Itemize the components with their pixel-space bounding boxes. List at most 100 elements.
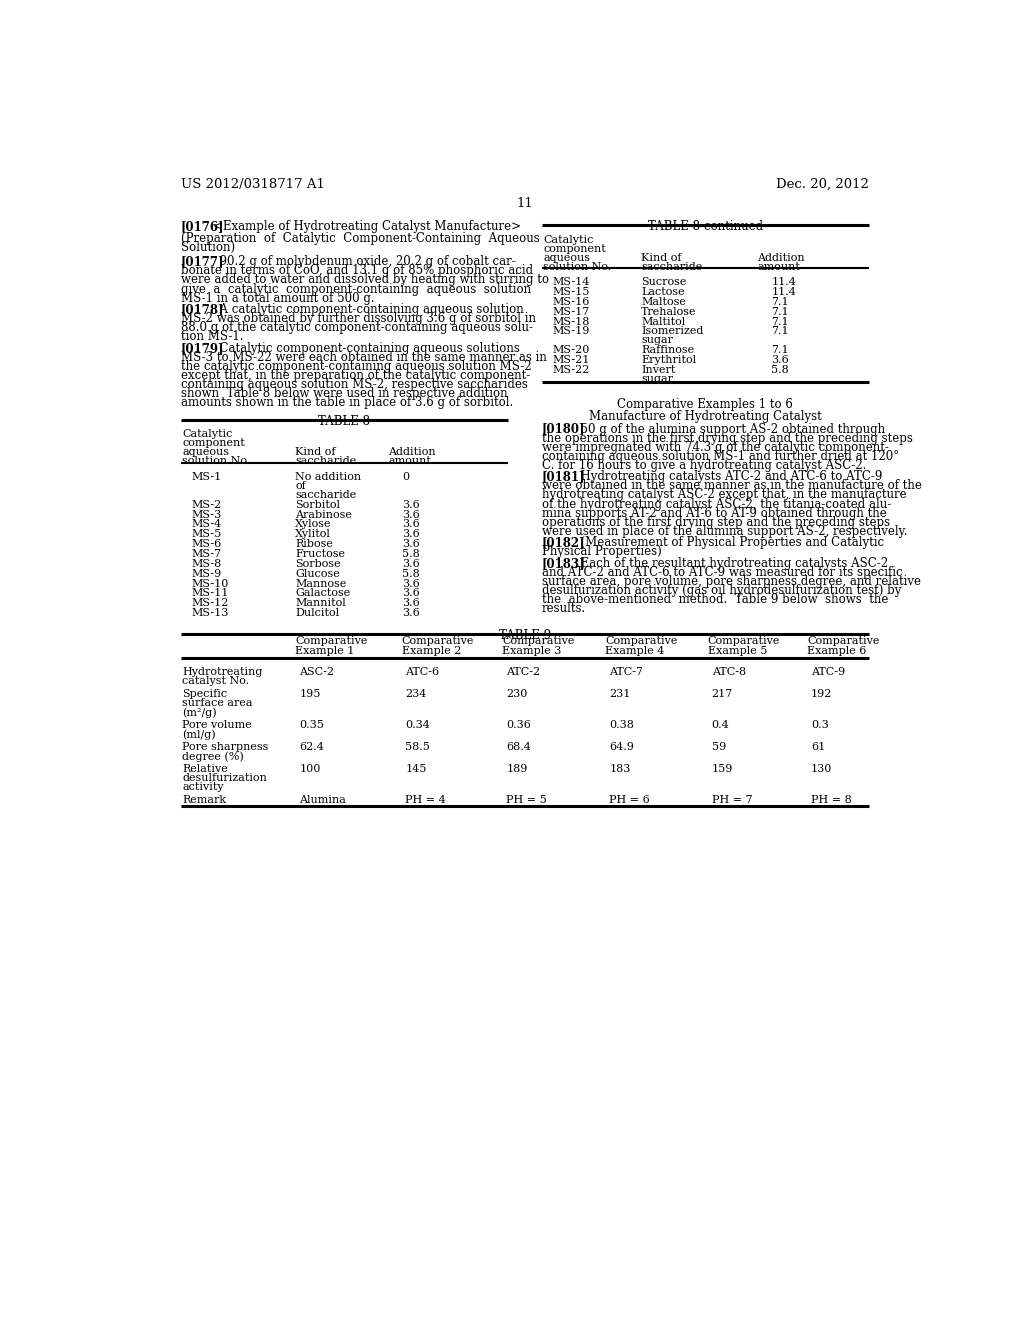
Text: MS-15: MS-15 bbox=[553, 286, 590, 297]
Text: amount: amount bbox=[758, 261, 800, 272]
Text: MS-8: MS-8 bbox=[191, 558, 222, 569]
Text: MS-17: MS-17 bbox=[553, 306, 590, 317]
Text: Trehalose: Trehalose bbox=[641, 306, 696, 317]
Text: US 2012/0318717 A1: US 2012/0318717 A1 bbox=[180, 178, 325, 190]
Text: MS-7: MS-7 bbox=[191, 549, 221, 558]
Text: 7.1: 7.1 bbox=[771, 346, 788, 355]
Text: tion MS-1.: tion MS-1. bbox=[180, 330, 244, 343]
Text: PH = 5: PH = 5 bbox=[506, 795, 547, 805]
Text: Remark: Remark bbox=[182, 795, 226, 805]
Text: <Example of Hydrotreating Catalyst Manufacture>: <Example of Hydrotreating Catalyst Manuf… bbox=[213, 220, 521, 234]
Text: MS-5: MS-5 bbox=[191, 529, 222, 540]
Text: desulfurization: desulfurization bbox=[182, 774, 267, 783]
Text: Fructose: Fructose bbox=[295, 549, 345, 558]
Text: ASC-2: ASC-2 bbox=[299, 667, 334, 677]
Text: 231: 231 bbox=[609, 689, 631, 698]
Text: Dec. 20, 2012: Dec. 20, 2012 bbox=[776, 178, 869, 190]
Text: 50 g of the alumina support AS-2 obtained through: 50 g of the alumina support AS-2 obtaine… bbox=[572, 422, 885, 436]
Text: 3.6: 3.6 bbox=[402, 529, 420, 540]
Text: Example 3: Example 3 bbox=[503, 645, 562, 656]
Text: Alumina: Alumina bbox=[299, 795, 346, 805]
Text: Xylose: Xylose bbox=[295, 519, 332, 529]
Text: C. for 16 hours to give a hydrotreating catalyst ASC-2.: C. for 16 hours to give a hydrotreating … bbox=[542, 459, 866, 471]
Text: 3.6: 3.6 bbox=[402, 598, 420, 609]
Text: Kind of: Kind of bbox=[295, 447, 336, 457]
Text: 0.38: 0.38 bbox=[609, 719, 634, 730]
Text: saccharide: saccharide bbox=[295, 457, 356, 466]
Text: Pore volume: Pore volume bbox=[182, 719, 252, 730]
Text: sugar: sugar bbox=[641, 374, 673, 384]
Text: MS-9: MS-9 bbox=[191, 569, 222, 578]
Text: 3.6: 3.6 bbox=[402, 539, 420, 549]
Text: of: of bbox=[295, 480, 306, 491]
Text: 3.6: 3.6 bbox=[402, 519, 420, 529]
Text: (m²/g): (m²/g) bbox=[182, 708, 217, 718]
Text: (Measurement of Physical Properties and Catalytic: (Measurement of Physical Properties and … bbox=[572, 536, 884, 549]
Text: sugar: sugar bbox=[641, 335, 673, 346]
Text: Example 2: Example 2 bbox=[401, 645, 461, 656]
Text: Solution): Solution) bbox=[180, 242, 234, 255]
Text: 3.6: 3.6 bbox=[402, 589, 420, 598]
Text: 11.4: 11.4 bbox=[771, 277, 796, 288]
Text: and ATC-2 and ATC-6 to ATC-9 was measured for its specific: and ATC-2 and ATC-6 to ATC-9 was measure… bbox=[542, 566, 902, 578]
Text: 130: 130 bbox=[811, 764, 833, 774]
Text: 61: 61 bbox=[811, 742, 825, 752]
Text: activity: activity bbox=[182, 781, 224, 792]
Text: 7.1: 7.1 bbox=[771, 306, 788, 317]
Text: [0179]: [0179] bbox=[180, 342, 224, 355]
Text: MS-3: MS-3 bbox=[191, 510, 222, 520]
Text: Catalytic: Catalytic bbox=[182, 429, 232, 440]
Text: 88.0 g of the catalytic component-containing aqueous solu-: 88.0 g of the catalytic component-contai… bbox=[180, 321, 532, 334]
Text: solution No.: solution No. bbox=[182, 457, 251, 466]
Text: 230: 230 bbox=[506, 689, 527, 698]
Text: of the hydrotreating catalyst ASC-2, the titania-coated alu-: of the hydrotreating catalyst ASC-2, the… bbox=[542, 498, 891, 511]
Text: 3.6: 3.6 bbox=[402, 510, 420, 520]
Text: bonate in terms of CoO, and 13.1 g of 85% phosphoric acid: bonate in terms of CoO, and 13.1 g of 85… bbox=[180, 264, 532, 277]
Text: 3.6: 3.6 bbox=[771, 355, 790, 366]
Text: [0180]: [0180] bbox=[542, 422, 586, 436]
Text: containing aqueous solution MS-1 and further dried at 120°: containing aqueous solution MS-1 and fur… bbox=[542, 450, 899, 463]
Text: Maltitol: Maltitol bbox=[641, 317, 685, 326]
Text: 0.34: 0.34 bbox=[406, 719, 430, 730]
Text: Addition: Addition bbox=[388, 447, 436, 457]
Text: ATC-8: ATC-8 bbox=[712, 667, 745, 677]
Text: ATC-7: ATC-7 bbox=[609, 667, 643, 677]
Text: 0.36: 0.36 bbox=[506, 719, 531, 730]
Text: 64.9: 64.9 bbox=[609, 742, 634, 752]
Text: give  a  catalytic  component-containing  aqueous  solution: give a catalytic component-containing aq… bbox=[180, 282, 530, 296]
Text: amounts shown in the table in place of 3.6 g of sorbitol.: amounts shown in the table in place of 3… bbox=[180, 396, 513, 409]
Text: results.: results. bbox=[542, 602, 586, 615]
Text: No addition: No addition bbox=[295, 471, 361, 482]
Text: the operations in the first drying step and the preceding steps: the operations in the first drying step … bbox=[542, 432, 912, 445]
Text: amount: amount bbox=[388, 457, 431, 466]
Text: Mannitol: Mannitol bbox=[295, 598, 346, 609]
Text: MS-19: MS-19 bbox=[553, 326, 590, 337]
Text: Comparative: Comparative bbox=[503, 636, 574, 647]
Text: Example 5: Example 5 bbox=[708, 645, 767, 656]
Text: Invert: Invert bbox=[641, 366, 676, 375]
Text: 90.2 g of molybdenum oxide, 20.2 g of cobalt car-: 90.2 g of molybdenum oxide, 20.2 g of co… bbox=[212, 255, 515, 268]
Text: MS-16: MS-16 bbox=[553, 297, 590, 306]
Text: 195: 195 bbox=[299, 689, 321, 698]
Text: Example 6: Example 6 bbox=[807, 645, 866, 656]
Text: 59: 59 bbox=[712, 742, 726, 752]
Text: Ribose: Ribose bbox=[295, 539, 333, 549]
Text: 3.6: 3.6 bbox=[402, 609, 420, 618]
Text: MS-1 in a total amount of 500 g.: MS-1 in a total amount of 500 g. bbox=[180, 292, 375, 305]
Text: 3.6: 3.6 bbox=[402, 558, 420, 569]
Text: Lactose: Lactose bbox=[641, 286, 685, 297]
Text: Catalytic component-containing aqueous solutions: Catalytic component-containing aqueous s… bbox=[212, 342, 519, 355]
Text: saccharide: saccharide bbox=[295, 490, 356, 500]
Text: the catalytic component-containing aqueous solution MS-2: the catalytic component-containing aqueo… bbox=[180, 360, 531, 372]
Text: 62.4: 62.4 bbox=[299, 742, 325, 752]
Text: were obtained in the same manner as in the manufacture of the: were obtained in the same manner as in t… bbox=[542, 479, 922, 492]
Text: MS-10: MS-10 bbox=[191, 578, 229, 589]
Text: TABLE 9: TABLE 9 bbox=[499, 628, 551, 642]
Text: PH = 6: PH = 6 bbox=[609, 795, 650, 805]
Text: were used in place of the alumina support AS-2, respectively.: were used in place of the alumina suppor… bbox=[542, 525, 907, 537]
Text: MS-22: MS-22 bbox=[553, 366, 590, 375]
Text: Physical Properties): Physical Properties) bbox=[542, 545, 662, 558]
Text: Isomerized: Isomerized bbox=[641, 326, 703, 337]
Text: 0.4: 0.4 bbox=[712, 719, 729, 730]
Text: Hydrotreating catalysts ATC-2 and ATC-6 to ATC-9: Hydrotreating catalysts ATC-2 and ATC-6 … bbox=[572, 470, 883, 483]
